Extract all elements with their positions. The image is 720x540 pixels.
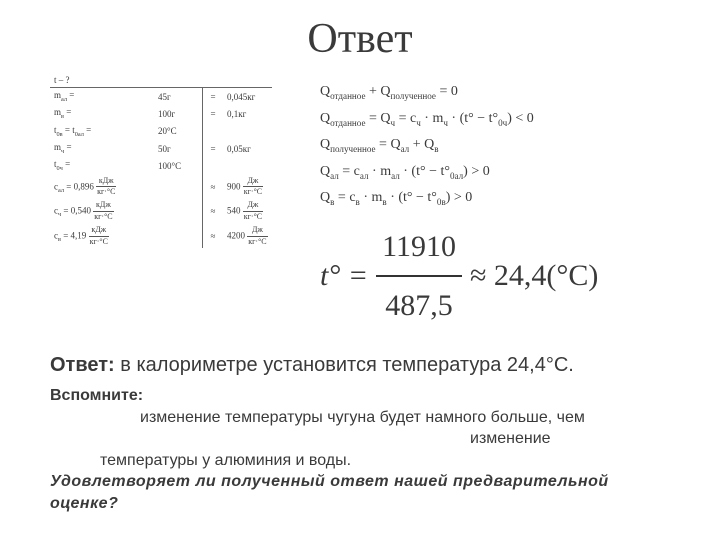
answer-label: Ответ: <box>50 354 115 376</box>
given-row: mч =50г=0,05кг <box>50 140 272 157</box>
page-title: Ответ <box>50 15 670 63</box>
answer-text: в калориметре установится температура 24… <box>115 354 574 376</box>
recall-l2: изменение температуры чугуна будет намно… <box>50 407 670 429</box>
work-area: t – ? mал =45г=0,045кгmв =100г=0,1кгt0в … <box>50 73 670 334</box>
given-c-row: cал = 0,896 кДжкг·°C≈900 Джкг·°C <box>50 175 272 200</box>
given-row: t0в = t0ал =20°C <box>50 123 272 140</box>
equation-line: Qал = cал · mал · (t° − t°0ал) > 0 <box>320 159 598 186</box>
recall-l4: температуры у алюминия и воды. <box>50 450 670 472</box>
given-row: mал =45г=0,045кг <box>50 88 272 106</box>
recall-l3: изменение <box>50 428 670 450</box>
equation-line: Qполученное = Qал + Qв <box>320 132 598 159</box>
result-num: 11910 <box>376 218 462 277</box>
result-lhs: t° = <box>320 247 368 304</box>
answer-line: Ответ: в калориметре установится темпера… <box>50 352 670 379</box>
result-den: 487,5 <box>379 277 459 334</box>
result-equation: t° = 11910 487,5 ≈ 24,4(°C) <box>320 218 598 334</box>
unknown-row: t – ? <box>50 73 272 88</box>
recall-label: Вспомните: <box>50 387 143 404</box>
result-fraction: 11910 487,5 <box>376 218 462 334</box>
equation-line: Qотданное + Qполученное = 0 <box>320 79 598 106</box>
unknown: t – ? <box>50 73 203 88</box>
given-row: mв =100г=0,1кг <box>50 105 272 122</box>
given-c-row: cч = 0,540 кДжкг·°C≈540 Джкг·°C <box>50 199 272 224</box>
given-row: t0ч =100°C <box>50 157 272 174</box>
given-block: t – ? mал =45г=0,045кгmв =100г=0,1кгt0в … <box>50 73 310 248</box>
recall-question: Удовлетворяет ли полученный ответ нашей … <box>50 471 670 514</box>
equation-line: Qв = cв · mв · (t° − t°0в) > 0 <box>320 185 598 212</box>
slide: Ответ t – ? mал =45г=0,045кгmв =100г=0,1… <box>0 0 720 540</box>
recall-block: Вспомните: изменение температуры чугуна … <box>50 385 670 515</box>
equation-line: Qотданное = Qч = cч · mч · (t° − t°0ч) <… <box>320 106 598 133</box>
equations-block: Qотданное + Qполученное = 0Qотданное = Q… <box>320 73 598 334</box>
given-c-row: cв = 4,19 кДжкг·°C≈4200 Джкг·°C <box>50 224 272 249</box>
given-table: t – ? mал =45г=0,045кгmв =100г=0,1кгt0в … <box>50 73 272 248</box>
result-tail: ≈ 24,4(°C) <box>470 247 598 304</box>
